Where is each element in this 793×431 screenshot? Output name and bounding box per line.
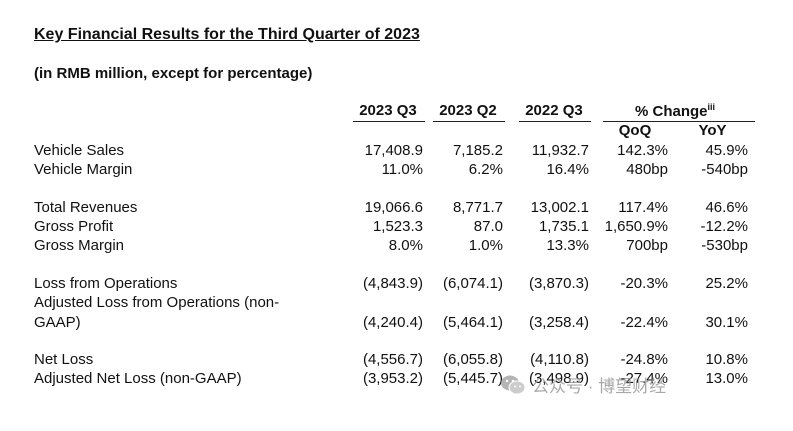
cell-yoy: -540bp xyxy=(701,161,748,178)
cell-2023-q3: (3,953.2) xyxy=(362,370,423,387)
cell-yoy: 25.2% xyxy=(705,275,748,292)
row-label: Adjusted Net Loss (non-GAAP) xyxy=(34,370,242,387)
cell-2022-q3: 13.3% xyxy=(546,237,589,254)
row-label: Gross Margin xyxy=(34,237,125,254)
watermark-text: 公众号 · 博望财经 xyxy=(532,377,667,396)
header-underline-2022-q3 xyxy=(519,121,591,122)
cell-2023-q3: (4,556.7) xyxy=(362,351,423,368)
cell-qoq: -24.8% xyxy=(620,351,668,368)
cell-2023-q3: 1,523.3 xyxy=(372,218,423,235)
cell-yoy: 13.0% xyxy=(705,370,748,387)
cell-2022-q3: 16.4% xyxy=(546,161,589,178)
cell-qoq: 700bp xyxy=(626,237,668,254)
cell-2023-q2: 87.0 xyxy=(473,218,503,235)
cell-2023-q3: 19,066.6 xyxy=(364,199,423,216)
pct-change-label: % Change xyxy=(634,103,708,120)
cell-2023-q2: 1.0% xyxy=(468,237,503,254)
cell-yoy: -530bp xyxy=(701,237,748,254)
cell-2023-q3: 8.0% xyxy=(388,237,423,254)
subheader-yoy: YoY xyxy=(698,122,727,139)
cell-yoy: 45.9% xyxy=(705,142,748,159)
row-label: Loss from Operations xyxy=(34,275,178,292)
wechat-icon xyxy=(501,375,526,394)
cell-2022-q3: 11,932.7 xyxy=(531,142,589,159)
row-label: Vehicle Sales xyxy=(34,142,125,159)
cell-2023-q2: (5,445.7) xyxy=(442,370,503,387)
header-2022-q3: 2022 Q3 xyxy=(525,102,583,119)
cell-2023-q2: 8,771.7 xyxy=(452,199,503,216)
cell-2022-q3: (3,258.4) xyxy=(528,314,589,331)
cell-2023-q2: (6,055.8) xyxy=(442,351,503,368)
cell-yoy: 10.8% xyxy=(705,351,748,368)
cell-2023-q2: (5,464.1) xyxy=(442,314,503,331)
cell-qoq: 1,650.9% xyxy=(604,218,668,235)
header-underline-2023-q3 xyxy=(353,121,425,122)
cell-qoq: 142.3% xyxy=(617,142,668,159)
cell-2023-q2: 7,185.2 xyxy=(452,142,503,159)
row-label-continued: GAAP) xyxy=(34,314,81,331)
cell-qoq: -22.4% xyxy=(620,314,668,331)
cell-2023-q3: (4,843.9) xyxy=(362,275,423,292)
cell-2023-q2: (6,074.1) xyxy=(442,275,503,292)
cell-qoq: 117.4% xyxy=(618,199,668,216)
row-label: Total Revenues xyxy=(34,199,138,216)
cell-qoq: -27.4% xyxy=(620,370,668,387)
row-label: Gross Profit xyxy=(34,218,114,235)
cell-yoy: -12.2% xyxy=(700,218,748,235)
cell-2022-q3: 1,735.1 xyxy=(538,218,589,235)
cell-yoy: 46.6% xyxy=(705,199,748,216)
cell-2022-q3: 13,002.1 xyxy=(530,199,589,216)
header-pct-change: % Changeiii xyxy=(610,102,740,120)
header-2023-q2: 2023 Q2 xyxy=(439,102,497,119)
pct-change-footnote: iii xyxy=(707,102,716,112)
cell-yoy: 30.1% xyxy=(705,314,748,331)
cell-2023-q3: 11.0% xyxy=(381,161,423,178)
row-label: Adjusted Loss from Operations (non- xyxy=(34,294,280,311)
cell-2022-q3: (3,498.9) xyxy=(528,370,589,387)
cell-qoq: 480bp xyxy=(626,161,668,178)
header-underline-pct-change xyxy=(603,121,755,122)
header-2023-q3: 2023 Q3 xyxy=(359,102,417,119)
cell-2023-q3: (4,240.4) xyxy=(362,314,423,331)
cell-2023-q3: 17,408.9 xyxy=(364,142,423,159)
cell-qoq: -20.3% xyxy=(620,275,668,292)
row-label: Vehicle Margin xyxy=(34,161,133,178)
cell-2022-q3: (3,870.3) xyxy=(528,275,589,292)
subheader-qoq: QoQ xyxy=(618,122,652,139)
watermark: 公众号 · 博望财经 xyxy=(500,372,666,397)
cell-2022-q3: (4,110.8) xyxy=(530,351,589,368)
report-subtitle: (in RMB million, except for percentage) xyxy=(34,65,313,82)
report-title: Key Financial Results for the Third Quar… xyxy=(34,26,420,43)
header-underline-2023-q2 xyxy=(433,121,505,122)
cell-2023-q2: 6.2% xyxy=(468,161,503,178)
row-label: Net Loss xyxy=(34,351,94,368)
